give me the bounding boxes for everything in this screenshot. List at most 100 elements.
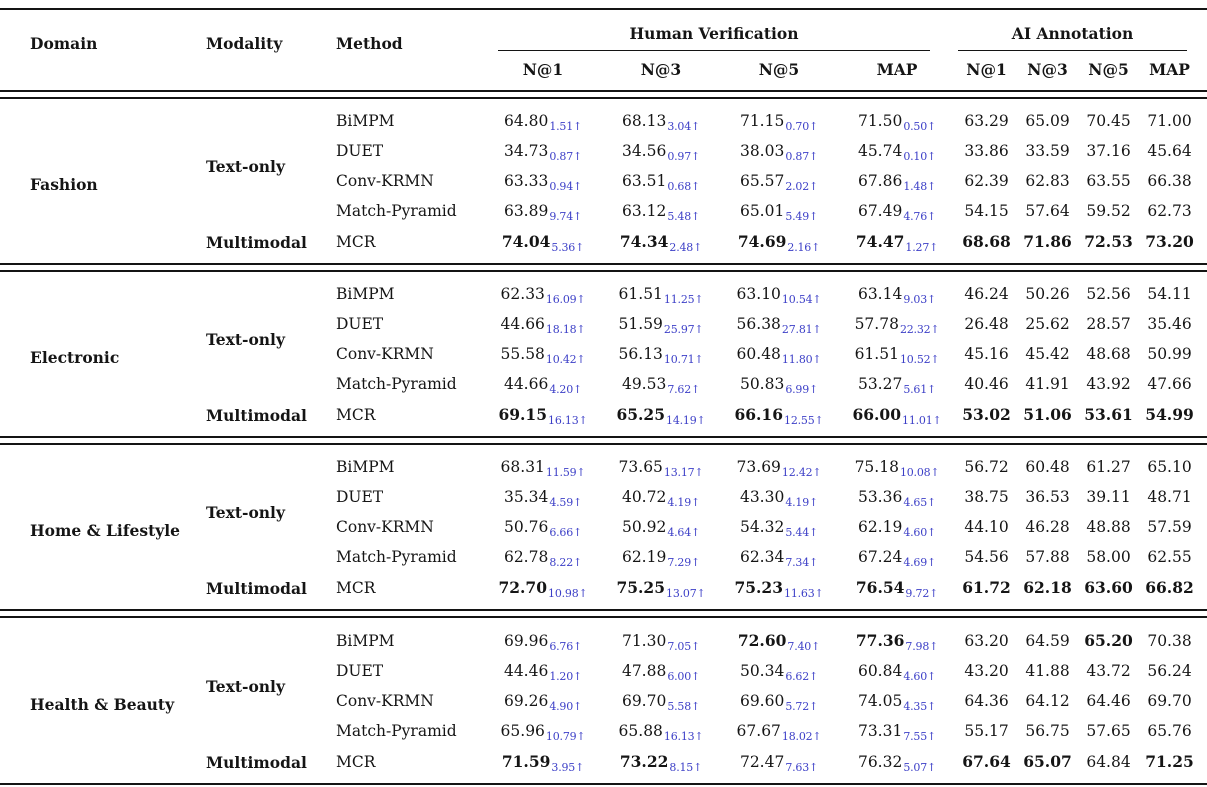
gain-subscript: 3.95↑ [551, 761, 585, 774]
col-header-ai-n5: N@5 [1088, 60, 1129, 79]
ai-metric-cell: 51.06 [1017, 400, 1078, 437]
gain-subscript: 5.48↑ [667, 210, 701, 223]
metric-value: 65.09 [1025, 112, 1070, 130]
gain-subscript: 7.62↑ [667, 383, 701, 396]
gain-subscript: 4.35↑ [903, 700, 937, 713]
table-row: Home & Lifestyle Text-only BiMPM 68.3111.59… [0, 445, 1207, 540]
metric-value: 37.16 [1086, 142, 1131, 160]
group-label-human-verification: Human Verification [498, 24, 931, 51]
gain-subscript: 11.80↑ [781, 353, 822, 366]
gain-subscript: 4.60↑ [903, 670, 937, 683]
hv-metric-cell: 62.3316.09↑ [484, 272, 602, 310]
ai-metric-cell: 66.38 [1139, 167, 1207, 197]
gain-subscript: 6.00↑ [667, 670, 701, 683]
method-cell: DUET [336, 315, 384, 333]
gain-subscript: 5.58↑ [667, 700, 701, 713]
ai-metric-cell: 52.56 [1078, 272, 1139, 310]
gain-subscript: 5.44↑ [785, 526, 819, 539]
hv-metric-cell: 68.3111.59↑ [484, 445, 602, 483]
method-cell: MCR [336, 578, 376, 597]
hv-metric-cell: 57.7822.32↑ [838, 310, 956, 340]
metric-value: 64.80 [503, 112, 549, 130]
hv-metric-cell: 66.0011.01↑ [838, 400, 956, 437]
metric-value: 53.36 [857, 488, 903, 506]
gain-subscript: 4.20↑ [549, 383, 583, 396]
metric-value: 71.15 [739, 112, 785, 130]
ai-metric-cell: 69.70 [1139, 687, 1207, 717]
hv-metric-cell: 65.2514.19↑ [602, 400, 720, 437]
gain-subscript: 8.15↑ [669, 761, 703, 774]
ai-metric-cell: 44.10 [956, 513, 1017, 543]
method-cell: BiMPM [336, 458, 395, 476]
ai-metric-cell: 56.24 [1139, 657, 1207, 687]
hv-metric-cell: 64.801.51↑ [484, 99, 602, 137]
gain-subscript: 13.07↑ [666, 587, 706, 600]
double-rule [0, 436, 1207, 445]
ai-metric-cell: 59.52 [1078, 197, 1139, 227]
method-cell: DUET [336, 142, 384, 160]
hv-metric-cell: 67.494.76↑ [838, 197, 956, 227]
ai-metric-cell: 53.61 [1078, 400, 1139, 437]
hv-metric-cell: 60.844.60↑ [838, 657, 956, 687]
domain-block: Health & Beauty Text-only BiMPM 69.966.76↑ 7… [0, 618, 1207, 784]
ai-metric-cell: 71.86 [1017, 227, 1078, 264]
ai-metric-cell: 64.84 [1078, 747, 1139, 785]
gain-subscript: 3.04↑ [667, 120, 701, 133]
metric-value: 53.02 [962, 405, 1011, 424]
ai-metric-cell: 40.46 [956, 370, 1017, 400]
metric-value: 69.26 [503, 692, 549, 710]
hv-metric-cell: 55.5810.42↑ [484, 340, 602, 370]
hv-metric-cell: 69.605.72↑ [720, 687, 838, 717]
metric-value: 74.05 [857, 692, 903, 710]
metric-value: 71.50 [857, 112, 903, 130]
metric-value: 66.16 [734, 405, 784, 424]
ai-metric-cell: 26.48 [956, 310, 1017, 340]
ai-metric-cell: 50.26 [1017, 272, 1078, 310]
hv-metric-cell: 63.149.03↑ [838, 272, 956, 310]
metric-value: 71.00 [1147, 112, 1192, 130]
metric-value: 76.32 [857, 752, 903, 771]
method-cell: Match-Pyramid [336, 375, 457, 393]
gain-subscript: 9.72↑ [905, 587, 939, 600]
metric-value: 65.88 [618, 722, 663, 740]
double-rule [0, 90, 1207, 99]
gain-subscript: 0.94↑ [549, 180, 583, 193]
col-header-method: Method [336, 33, 403, 53]
ai-metric-cell: 63.55 [1078, 167, 1139, 197]
gain-subscript: 13.17↑ [663, 466, 704, 479]
gain-subscript: 7.55↑ [903, 730, 937, 743]
method-cell: BiMPM [336, 285, 395, 303]
hv-metric-cell: 73.6912.42↑ [720, 445, 838, 483]
metric-value: 51.06 [1023, 405, 1072, 424]
group-label-ai-annotation: AI Annotation [958, 24, 1188, 51]
hv-metric-cell: 50.924.64↑ [602, 513, 720, 543]
ai-metric-cell: 72.53 [1078, 227, 1139, 264]
gain-subscript: 5.07↑ [903, 760, 937, 774]
ai-metric-cell: 64.36 [956, 687, 1017, 717]
ai-metric-cell: 64.12 [1017, 687, 1078, 717]
metric-value: 43.30 [739, 488, 785, 506]
metric-value: 62.78 [503, 548, 549, 566]
table-row: Multimodal MCR 69.1516.13↑ 65.2514.19↑ 66.16… [0, 400, 1207, 437]
ai-metric-cell: 25.62 [1017, 310, 1078, 340]
metric-value: 54.11 [1147, 285, 1192, 303]
metric-value: 65.57 [739, 172, 785, 190]
gain-subscript: 10.79↑ [545, 730, 586, 743]
gain-subscript: 22.32↑ [899, 323, 940, 336]
metric-value: 44.10 [964, 518, 1009, 536]
ai-metric-cell: 71.00 [1139, 99, 1207, 137]
table-row: Conv-KRMN 69.264.90↑ 69.705.58↑ 69.605.72↑ 7… [0, 687, 1207, 717]
metric-value: 34.73 [503, 142, 549, 160]
metric-value: 70.38 [1147, 631, 1192, 650]
metric-value: 61.72 [962, 578, 1011, 597]
ai-metric-cell: 39.11 [1078, 483, 1139, 513]
hv-metric-cell: 65.9610.79↑ [484, 717, 602, 747]
metric-value: 75.23 [734, 578, 784, 597]
metric-value: 73.65 [618, 458, 663, 476]
hv-metric-cell: 71.500.50↑ [838, 99, 956, 137]
metric-value: 41.91 [1025, 375, 1070, 393]
metric-value: 63.51 [621, 172, 667, 190]
gain-subscript: 0.68↑ [667, 180, 701, 193]
metric-value: 54.56 [964, 548, 1009, 566]
hv-metric-cell: 51.5925.97↑ [602, 310, 720, 340]
